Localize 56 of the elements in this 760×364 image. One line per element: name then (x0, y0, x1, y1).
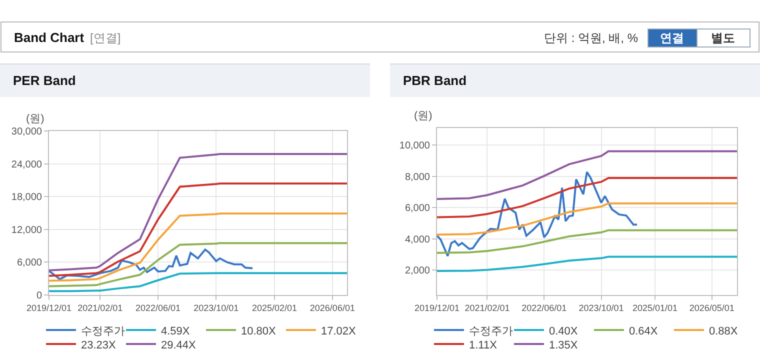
line-series (49, 182, 347, 277)
chart-title: PBR Band (403, 73, 467, 88)
y-tick-label: 10,000 (399, 140, 430, 152)
text: 연결 (660, 31, 684, 45)
y-tick-label: 6,000 (404, 203, 430, 214)
text: 별도 (711, 31, 735, 45)
line-series (437, 176, 737, 218)
text: Band Chart (14, 30, 85, 45)
legend-label: 1.35X (549, 339, 578, 352)
y-tick-label: 18,000 (11, 192, 42, 204)
text: [연결] (90, 31, 121, 45)
legend-label: 23.23X (81, 339, 117, 352)
line-series (437, 171, 638, 257)
legend-label: 17.02X (321, 325, 357, 338)
legend-label: 10.80X (241, 325, 277, 338)
y-axis-title: (원) (26, 113, 44, 125)
y-tick-label: 0 (36, 290, 42, 302)
legend-label: 0.88X (709, 325, 738, 338)
legend-label: 수정주가 (469, 325, 513, 338)
x-tick-label: 2021/02/01 (464, 302, 510, 313)
legend-label: 0.40X (549, 325, 578, 338)
line-series (437, 256, 737, 272)
line-series (49, 248, 254, 280)
x-tick-label: 2019/12/01 (414, 302, 460, 313)
legend-label: 수정주가 (81, 325, 125, 338)
legend-label: 29.44X (161, 339, 197, 352)
x-tick-label: 2026/06/01 (310, 302, 355, 313)
y-tick-label: 2,000 (404, 266, 430, 277)
y-tick-label: 6,000 (16, 258, 42, 269)
x-tick-label: 2026/05/01 (689, 302, 734, 313)
x-tick-label: 2019/12/01 (26, 302, 72, 313)
line-series (49, 212, 347, 282)
legend-label: 1.11X (469, 339, 498, 352)
x-tick-label: 2025/01/01 (632, 302, 678, 313)
line-series (437, 229, 737, 254)
y-tick-label: 12,000 (11, 224, 42, 236)
x-tick-label: 2022/06/01 (522, 302, 567, 313)
legend-label: 4.59X (161, 325, 190, 338)
legend-label: 0.64X (629, 325, 658, 338)
y-tick-label: 4,000 (404, 234, 430, 246)
text: 단위 : 억원, 배, % (544, 31, 638, 45)
y-axis-title: (원) (414, 110, 432, 122)
x-tick-label: 2025/02/01 (252, 302, 298, 313)
chart-title: PER Band (13, 73, 76, 88)
x-tick-label: 2023/10/01 (578, 302, 624, 313)
line-series (49, 152, 347, 272)
y-tick-label: 30,000 (11, 126, 42, 138)
line-series (437, 202, 737, 236)
line-series (49, 242, 347, 288)
line-series (49, 272, 347, 292)
x-tick-label: 2023/10/01 (194, 302, 239, 313)
x-tick-label: 2021/02/01 (78, 302, 123, 313)
line-series (437, 150, 737, 200)
y-tick-label: 8,000 (404, 172, 430, 183)
x-tick-label: 2022/06/01 (135, 302, 181, 313)
y-tick-label: 24,000 (11, 159, 42, 170)
